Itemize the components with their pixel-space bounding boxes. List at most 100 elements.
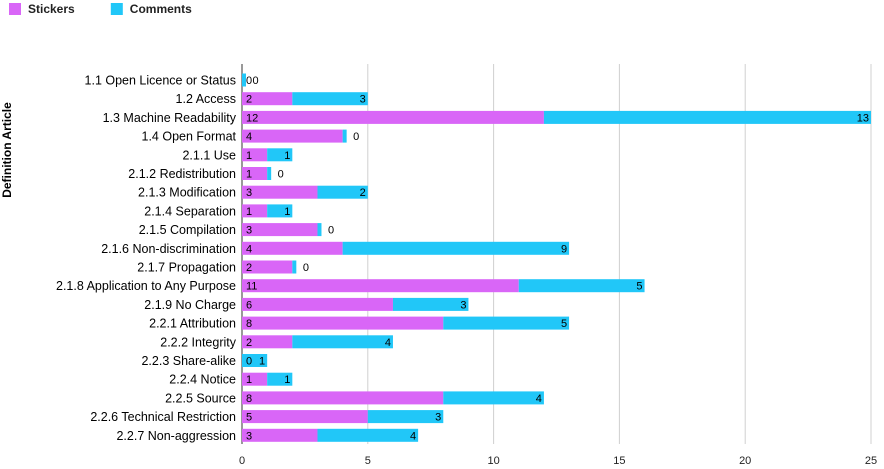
bar-label-comments-2-1-1-use: 1 — [284, 150, 290, 162]
y-axis-title: Definition Article — [0, 102, 14, 198]
legend-swatch-comments — [110, 3, 123, 15]
bar-stickers-2-1-3-modification — [242, 185, 318, 199]
bar-label-comments-1-3-machine-readability: 13 — [857, 112, 869, 124]
x-tick-label-25: 25 — [865, 455, 877, 467]
bars — [242, 73, 871, 442]
category-label-2-2-1-attribution: 2.2.1 Attribution — [149, 317, 236, 331]
category-label-1-3-machine-readability: 1.3 Machine Readability — [103, 111, 237, 125]
bar-comments-1-2-access — [292, 92, 368, 106]
bar-label-stickers-2-1-7-propagation: 2 — [246, 262, 252, 274]
x-tick-label-0: 0 — [239, 455, 245, 467]
bar-stickers-2-1-6-non-discrimination — [242, 241, 343, 255]
category-label-2-2-5-source: 2.2.5 Source — [165, 391, 236, 405]
bar-comments-2-1-4-separation — [267, 204, 293, 218]
bar-stickers-1-3-machine-readability — [242, 110, 544, 124]
bar-label-stickers-2-2-7-non-aggression: 3 — [246, 430, 252, 442]
legend: Stickers Comments — [9, 2, 192, 16]
bar-comments-2-1-6-non-discrimination — [342, 241, 570, 255]
category-label-2-1-7-propagation: 2.1.7 Propagation — [137, 261, 236, 275]
category-label-2-1-4-separation: 2.1.4 Separation — [144, 204, 236, 218]
category-label-2-2-6-technical-restriction: 2.2.6 Technical Restriction — [90, 410, 236, 424]
x-tick-label-15: 15 — [613, 455, 625, 467]
bar-comments-1-3-machine-readability — [543, 110, 871, 124]
bar-comments-2-2-1-attribution — [443, 316, 570, 330]
bar-label-comments-2-1-6-non-discrimination: 9 — [561, 243, 567, 255]
bar-label-comments-2-2-4-notice: 1 — [284, 374, 290, 386]
bar-label-stickers-2-2-5-source: 8 — [246, 393, 252, 405]
category-label-2-1-8-application-to-any-purpose: 2.1.8 Application to Any Purpose — [56, 279, 236, 293]
bar-label-comments-1-2-access: 3 — [360, 94, 366, 106]
bar-label-stickers-2-1-5-compilation: 3 — [246, 225, 252, 237]
bar-label-comments-2-1-4-separation: 1 — [284, 206, 290, 218]
category-label-2-2-7-non-aggression: 2.2.7 Non-aggression — [116, 429, 236, 443]
bar-label-comments-2-1-9-no-charge: 3 — [460, 299, 466, 311]
legend-swatch-stickers — [9, 3, 21, 15]
category-label-2-1-5-compilation: 2.1.5 Compilation — [139, 223, 236, 237]
category-label-2-1-9-no-charge: 2.1.9 No Charge — [144, 298, 236, 312]
bar-label-stickers-2-2-3-share-alike: 0 — [246, 356, 252, 368]
bar-label-comments-2-2-1-attribution: 5 — [561, 318, 567, 330]
bar-comments-1-1-open-licence-or-status — [242, 73, 246, 87]
category-label-2-1-2-redistribution: 2.1.2 Redistribution — [128, 167, 236, 181]
bar-label-comments-2-1-7-propagation: 0 — [303, 262, 309, 274]
bar-label-comments-2-2-2-integrity: 4 — [385, 337, 391, 349]
bar-comments-2-1-1-use — [267, 148, 293, 162]
bar-label-comments-2-2-5-source: 4 — [536, 393, 542, 405]
bar-label-comments-2-1-8-application-to-any-purpose: 5 — [636, 281, 642, 293]
legend-label-comments: Comments — [130, 2, 192, 16]
bar-comments-2-2-4-notice — [267, 372, 293, 386]
bar-label-stickers-2-2-4-notice: 1 — [246, 374, 252, 386]
bar-stickers-2-2-5-source — [242, 391, 444, 405]
bar-label-stickers-1-2-access: 2 — [246, 94, 252, 106]
category-label-2-2-4-notice: 2.2.4 Notice — [169, 373, 236, 387]
x-tick-label-10: 10 — [487, 455, 499, 467]
bar-label-stickers-2-1-3-modification: 3 — [246, 187, 252, 199]
bar-label-comments-2-1-5-compilation: 0 — [328, 225, 334, 237]
bar-comments-2-1-9-no-charge — [392, 297, 469, 311]
x-tick-labels: 0 5 10 15 20 25 — [239, 455, 877, 467]
bar-label-stickers-1-4-open-format: 4 — [246, 131, 252, 143]
bar-label-comments-2-1-3-modification: 2 — [360, 187, 366, 199]
bar-comments-2-1-5-compilation — [317, 223, 322, 237]
bar-stickers-2-2-6-technical-restriction — [242, 410, 368, 424]
bar-label-comments-1-4-open-format: 0 — [353, 131, 359, 143]
bar-label-comments-2-2-3-share-alike: 1 — [259, 356, 265, 368]
bar-label-stickers-2-2-1-attribution: 8 — [246, 318, 252, 330]
bar-stickers-2-2-2-integrity — [242, 335, 293, 349]
bar-stickers-2-1-2-redistribution — [242, 167, 268, 180]
bar-label-stickers-2-1-9-no-charge: 6 — [246, 299, 252, 311]
bar-comments-2-2-5-source — [443, 391, 544, 405]
category-label-2-2-3-share-alike: 2.2.3 Share-alike — [141, 354, 236, 368]
bar-stickers-2-1-7-propagation — [242, 260, 293, 274]
bar-label-stickers-1-1-open-licence-or-status: 0 — [246, 75, 252, 87]
bar-stickers-1-2-access — [242, 92, 293, 106]
bar-label-stickers-1-3-machine-readability: 12 — [246, 112, 258, 124]
bar-comments-2-1-2-redistribution — [267, 167, 272, 180]
bar-label-comments-2-2-7-non-aggression: 4 — [410, 430, 416, 442]
bar-label-stickers-2-2-2-integrity: 2 — [246, 337, 252, 349]
legend-label-stickers: Stickers — [28, 2, 75, 16]
category-label-2-1-3-modification: 2.1.3 Modification — [138, 186, 236, 200]
x-tick-label-20: 20 — [739, 455, 751, 467]
bar-stickers-2-2-1-attribution — [242, 316, 444, 330]
x-tick-label-5: 5 — [365, 455, 371, 467]
category-label-1-4-open-format: 1.4 Open Format — [142, 130, 237, 144]
bar-stickers-1-4-open-format — [242, 129, 343, 143]
bar-stickers-2-2-4-notice — [242, 372, 268, 386]
category-label-2-1-1-use: 2.1.1 Use — [182, 148, 236, 162]
bar-stickers-2-1-8-application-to-any-purpose — [242, 279, 519, 293]
bar-label-stickers-2-1-2-redistribution: 1 — [246, 169, 252, 181]
bar-comments-2-2-7-non-aggression — [317, 428, 419, 442]
bar-comments-2-2-3-share-alike — [242, 354, 268, 367]
category-label-1-1-open-licence-or-status: 1.1 Open Licence or Status — [85, 74, 236, 88]
bar-label-stickers-2-1-6-non-discrimination: 4 — [246, 243, 252, 255]
bar-stickers-2-1-4-separation — [242, 204, 268, 218]
bar-label-stickers-2-1-4-separation: 1 — [246, 206, 252, 218]
bar-stickers-2-1-1-use — [242, 148, 268, 162]
bar-comments-1-4-open-format — [342, 129, 347, 143]
bar-labels: 0 02 312 134 01 11 03 21 13 04 92 011 56 38 52 40 11 18 45… — [246, 75, 869, 442]
bar-label-comments-2-1-2-redistribution: 0 — [278, 169, 284, 181]
bar-stickers-2-2-7-non-aggression — [242, 428, 318, 442]
bar-label-comments-1-1-open-licence-or-status: 0 — [253, 75, 259, 87]
